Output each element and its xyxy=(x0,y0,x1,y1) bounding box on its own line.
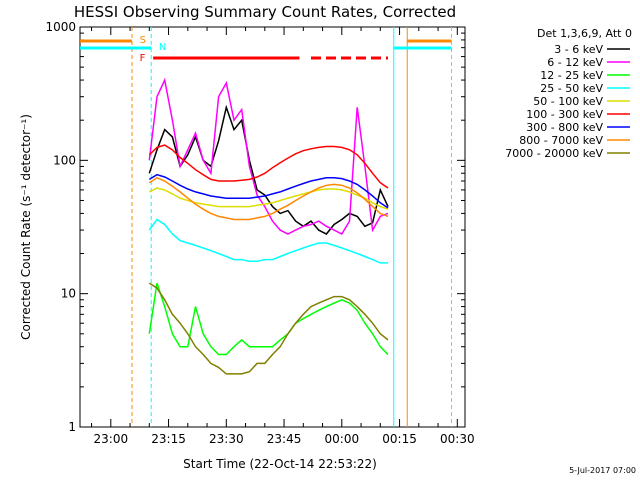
legend-label: 50 - 100 keV xyxy=(533,95,603,108)
legend-label: 25 - 50 keV xyxy=(540,82,603,95)
y-axis-ticks: 1000 100 10 1 xyxy=(45,20,465,434)
series-line xyxy=(148,282,389,356)
y-tick-label: 1 xyxy=(68,420,76,434)
legend-label: 3 - 6 keV xyxy=(554,43,603,56)
footer-date: 5-Jul-2017 07:00 xyxy=(569,466,636,475)
y-axis-label: Corrected Count Rate (s⁻¹ detector⁻¹) xyxy=(19,114,33,340)
flare-label: F xyxy=(140,53,146,64)
x-axis-ticks: 23:00 23:15 23:30 23:45 00:00 00:15 00:30 xyxy=(91,27,475,446)
series-line xyxy=(148,187,389,210)
x-tick-label: 00:15 xyxy=(382,432,417,446)
saa-label: S xyxy=(140,35,146,46)
x-tick-label: 00:00 xyxy=(325,432,360,446)
night-label: N xyxy=(159,42,166,53)
x-tick-label: 23:00 xyxy=(94,432,129,446)
x-tick-label: 23:30 xyxy=(209,432,244,446)
series-group xyxy=(148,77,389,375)
series-line xyxy=(148,104,389,235)
x-axis-label: Start Time (22-Oct-14 22:53:22) xyxy=(183,457,377,471)
series-line xyxy=(148,282,389,375)
plot-frame xyxy=(79,26,466,428)
legend-title: Det 1,3,6,9, Att 0 xyxy=(537,27,632,40)
legend-label: 7000 - 20000 keV xyxy=(505,147,603,160)
y-tick-label: 10 xyxy=(61,287,76,301)
plot-marks: S N F xyxy=(80,27,453,427)
x-tick-label: 00:30 xyxy=(440,432,475,446)
x-tick-label: 23:45 xyxy=(267,432,302,446)
legend-label: 300 - 800 keV xyxy=(526,121,603,134)
series-line xyxy=(148,173,389,209)
legend-label: 800 - 7000 keV xyxy=(519,134,603,147)
x-tick-label: 23:15 xyxy=(151,432,186,446)
y-tick-label: 1000 xyxy=(45,20,76,34)
legend-label: 100 - 300 keV xyxy=(526,108,603,121)
legend-label: 6 - 12 keV xyxy=(547,56,603,69)
y-tick-label: 100 xyxy=(53,153,76,167)
series-line xyxy=(148,77,389,235)
chart-title: HESSI Observing Summary Count Rates, Cor… xyxy=(74,3,456,21)
series-line xyxy=(148,218,388,264)
series-line xyxy=(148,144,389,189)
series-line xyxy=(148,176,389,221)
legend-label: 12 - 25 keV xyxy=(540,69,603,82)
